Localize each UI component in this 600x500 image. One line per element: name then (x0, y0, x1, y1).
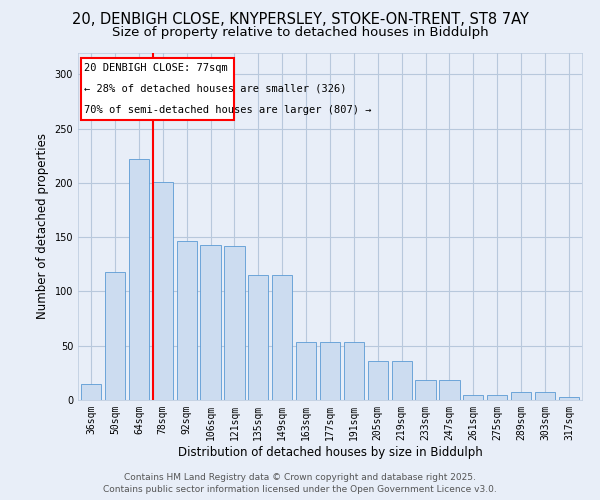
Bar (320, 342, 340, 400)
Bar (200, 244, 221, 400)
Bar (535, 392, 555, 400)
Text: Size of property relative to detached houses in Biddulph: Size of property relative to detached ho… (112, 26, 488, 39)
Text: ← 28% of detached houses are smaller (326): ← 28% of detached houses are smaller (32… (85, 84, 347, 94)
Bar (463, 394, 484, 400)
Bar (105, 272, 125, 400)
Bar (81, 384, 101, 400)
Bar (152, 182, 173, 400)
Bar (439, 380, 460, 400)
Bar (511, 392, 531, 400)
FancyBboxPatch shape (81, 58, 235, 120)
Bar (296, 342, 316, 400)
Bar (487, 394, 508, 400)
Bar (559, 396, 579, 400)
Y-axis label: Number of detached properties: Number of detached properties (36, 133, 49, 320)
Bar (344, 342, 364, 400)
Bar (272, 275, 292, 400)
Bar (176, 242, 197, 400)
X-axis label: Distribution of detached houses by size in Biddulph: Distribution of detached houses by size … (178, 446, 482, 458)
Text: 20 DENBIGH CLOSE: 77sqm: 20 DENBIGH CLOSE: 77sqm (85, 63, 228, 73)
Bar (224, 246, 245, 400)
Bar (248, 275, 268, 400)
Bar (368, 361, 388, 400)
Bar (392, 361, 412, 400)
Bar (415, 380, 436, 400)
Text: 20, DENBIGH CLOSE, KNYPERSLEY, STOKE-ON-TRENT, ST8 7AY: 20, DENBIGH CLOSE, KNYPERSLEY, STOKE-ON-… (71, 12, 529, 26)
Bar (129, 159, 149, 400)
Text: 70% of semi-detached houses are larger (807) →: 70% of semi-detached houses are larger (… (85, 104, 372, 115)
Text: Contains HM Land Registry data © Crown copyright and database right 2025.
Contai: Contains HM Land Registry data © Crown c… (103, 472, 497, 494)
